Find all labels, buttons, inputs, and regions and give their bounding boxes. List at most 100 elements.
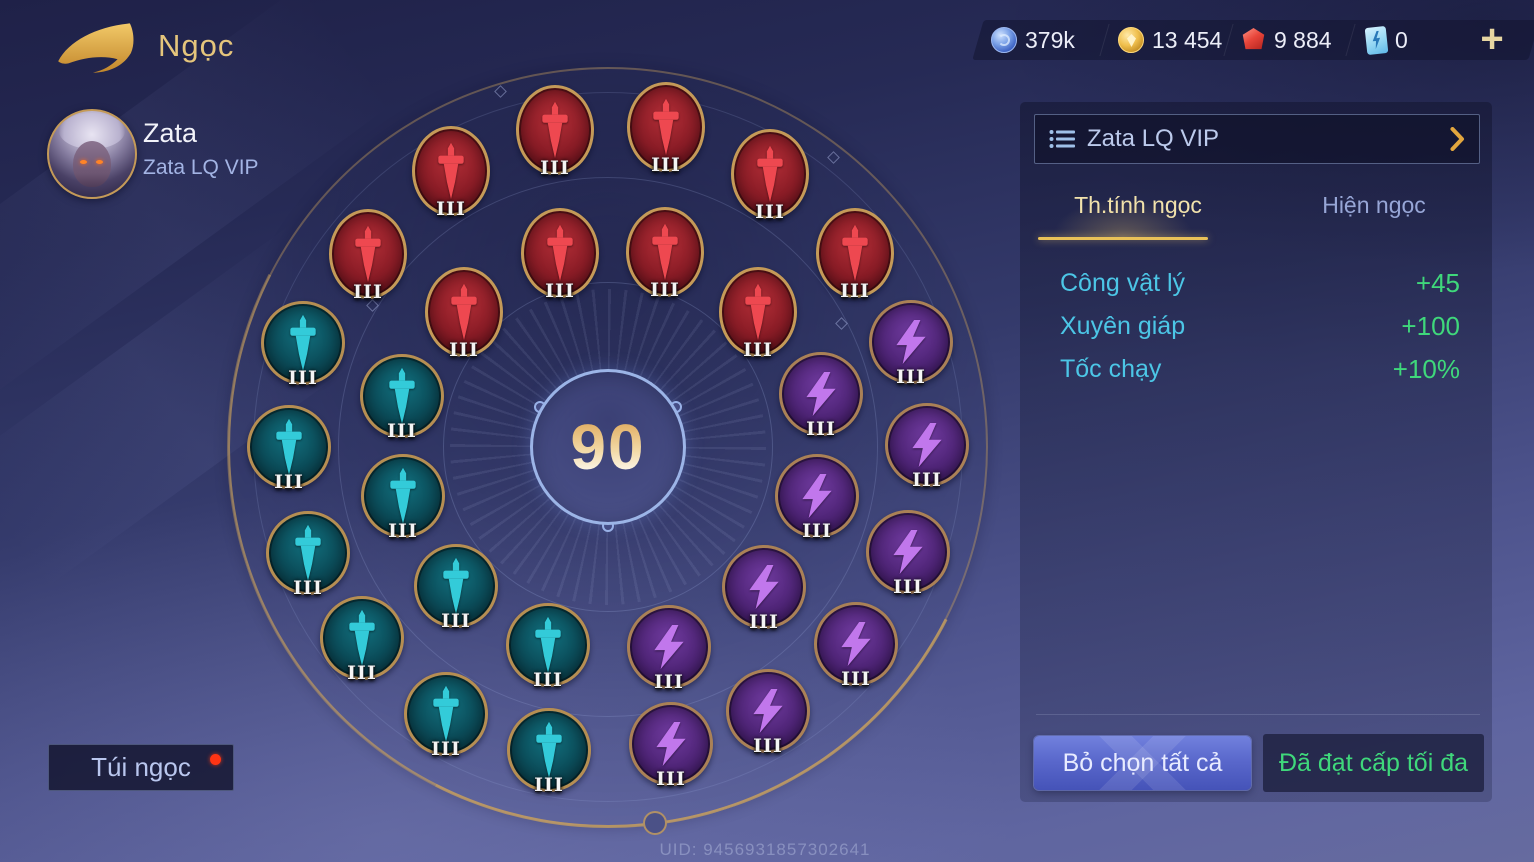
stat-row: Xuyên giáp +100 [1060,305,1460,348]
sword-icon [437,142,465,200]
max-level-label: Đã đạt cấp tối đa [1278,748,1468,777]
gold-coin-icon [1118,27,1144,53]
sword-icon [294,524,322,582]
tab-current-runes[interactable]: Hiện ngọc [1256,180,1492,240]
gem-purple[interactable]: III [779,352,863,440]
gem-tier-label: III [288,367,318,389]
gem-purple[interactable]: III [627,605,711,693]
gem-purple[interactable]: III [629,702,713,790]
gem-purple[interactable]: III [866,510,950,598]
player-rune-page-name: Zata LQ VIP [143,156,259,179]
gem-tier-label: III [802,520,832,542]
gem-tier-label: III [347,662,377,684]
gem-tier-label: III [353,281,383,303]
gem-purple[interactable]: III [726,669,810,757]
gem-purple[interactable]: III [885,403,969,491]
bolt-icon [888,529,928,575]
player-name: Zata [143,118,198,148]
gem-red[interactable]: III [719,267,797,361]
gem-tier-label: III [387,420,417,442]
gem-blue[interactable]: III [261,301,345,389]
gem-blue[interactable]: III [266,511,350,599]
sword-icon [652,98,680,156]
bolt-icon [744,564,784,610]
gem-red[interactable]: III [816,208,894,302]
tab-label: Hiện ngọc [1322,192,1426,218]
uid-text: UID: 9456931857302641 [659,840,871,859]
gem-red[interactable]: III [516,85,594,179]
gem-tier-label: III [545,280,575,302]
sword-icon [442,557,470,615]
gem-blue[interactable]: III [361,454,445,542]
gem-tier-label: III [388,520,418,542]
wheel-ring [338,177,878,717]
currency-value: 379k [1025,26,1075,53]
gem-purple[interactable]: III [722,545,806,633]
gem-tier-label: III [293,577,323,599]
gem-purple[interactable]: III [814,602,898,690]
currency-blue-coin[interactable]: 379k [991,22,1075,58]
gem-red[interactable]: III [329,209,407,303]
rune-bag-button[interactable]: Túi ngọc [48,744,234,791]
bolt-icon [836,621,876,667]
sword-icon [744,283,772,341]
gem-blue[interactable]: III [320,596,404,684]
gem-tier-label: III [749,611,779,633]
wheel-ring [443,282,773,612]
gem-blue[interactable]: III [404,672,488,760]
rune-page-selector[interactable]: Zata LQ VIP [1034,114,1480,164]
sword-icon [546,224,574,282]
notification-dot [210,754,221,765]
bolt-icon [651,721,691,767]
gem-tier-label: III [654,671,684,693]
gem-blue[interactable]: III [414,544,498,632]
avatar-eye [96,160,103,164]
gem-tier-label: III [431,738,461,760]
gem-blue[interactable]: III [506,603,590,691]
sword-icon [432,685,460,743]
sword-icon [450,283,478,341]
sword-icon [841,224,869,282]
currency-red-gem[interactable]: 9 884 [1241,22,1332,58]
bolt-icon [649,624,689,670]
gem-blue[interactable]: III [360,354,444,442]
gem-red[interactable]: III [412,126,490,220]
gem-tier-label: III [533,669,563,691]
gem-purple[interactable]: III [775,454,859,542]
gem-red[interactable]: III [425,267,503,361]
gem-tier-label: III [743,339,773,361]
currency-value: 13 454 [1152,26,1223,53]
sword-icon [756,145,784,203]
back-button[interactable] [50,20,136,76]
list-icon [1049,130,1075,148]
blue-coin-icon [991,27,1017,53]
gem-red[interactable]: III [627,82,705,176]
tab-label: Th.tính ngọc [1074,192,1202,218]
deselect-all-button[interactable]: Bỏ chọn tất cả [1034,736,1251,790]
sword-icon [541,101,569,159]
player-avatar[interactable] [47,109,137,199]
bolt-icon [891,319,931,365]
tab-rune-attributes[interactable]: Th.tính ngọc [1020,180,1256,240]
currency-gold-coin[interactable]: 13 454 [1118,22,1222,58]
gem-purple[interactable]: III [869,300,953,388]
gem-red[interactable]: III [731,129,809,223]
sword-icon [535,721,563,779]
blue-ticket-icon [1364,25,1389,55]
stat-row: Tốc chạy +10% [1060,348,1460,391]
gem-blue[interactable]: III [507,708,591,796]
bolt-icon [797,473,837,519]
add-currency-button[interactable]: + [1480,16,1504,61]
gem-red[interactable]: III [626,207,704,301]
gem-red[interactable]: III [521,208,599,302]
rune-page-selector-label: Zata LQ VIP [1087,125,1220,152]
gem-tier-label: III [656,768,686,790]
stat-value: +45 [1415,268,1460,298]
sword-icon [389,467,417,525]
stat-label: Tốc chạy [1060,355,1162,383]
gem-blue[interactable]: III [247,405,331,493]
currency-blue-ticket[interactable]: 0 [1364,22,1408,58]
gem-tier-label: III [806,418,836,440]
avatar-eye [80,160,87,164]
